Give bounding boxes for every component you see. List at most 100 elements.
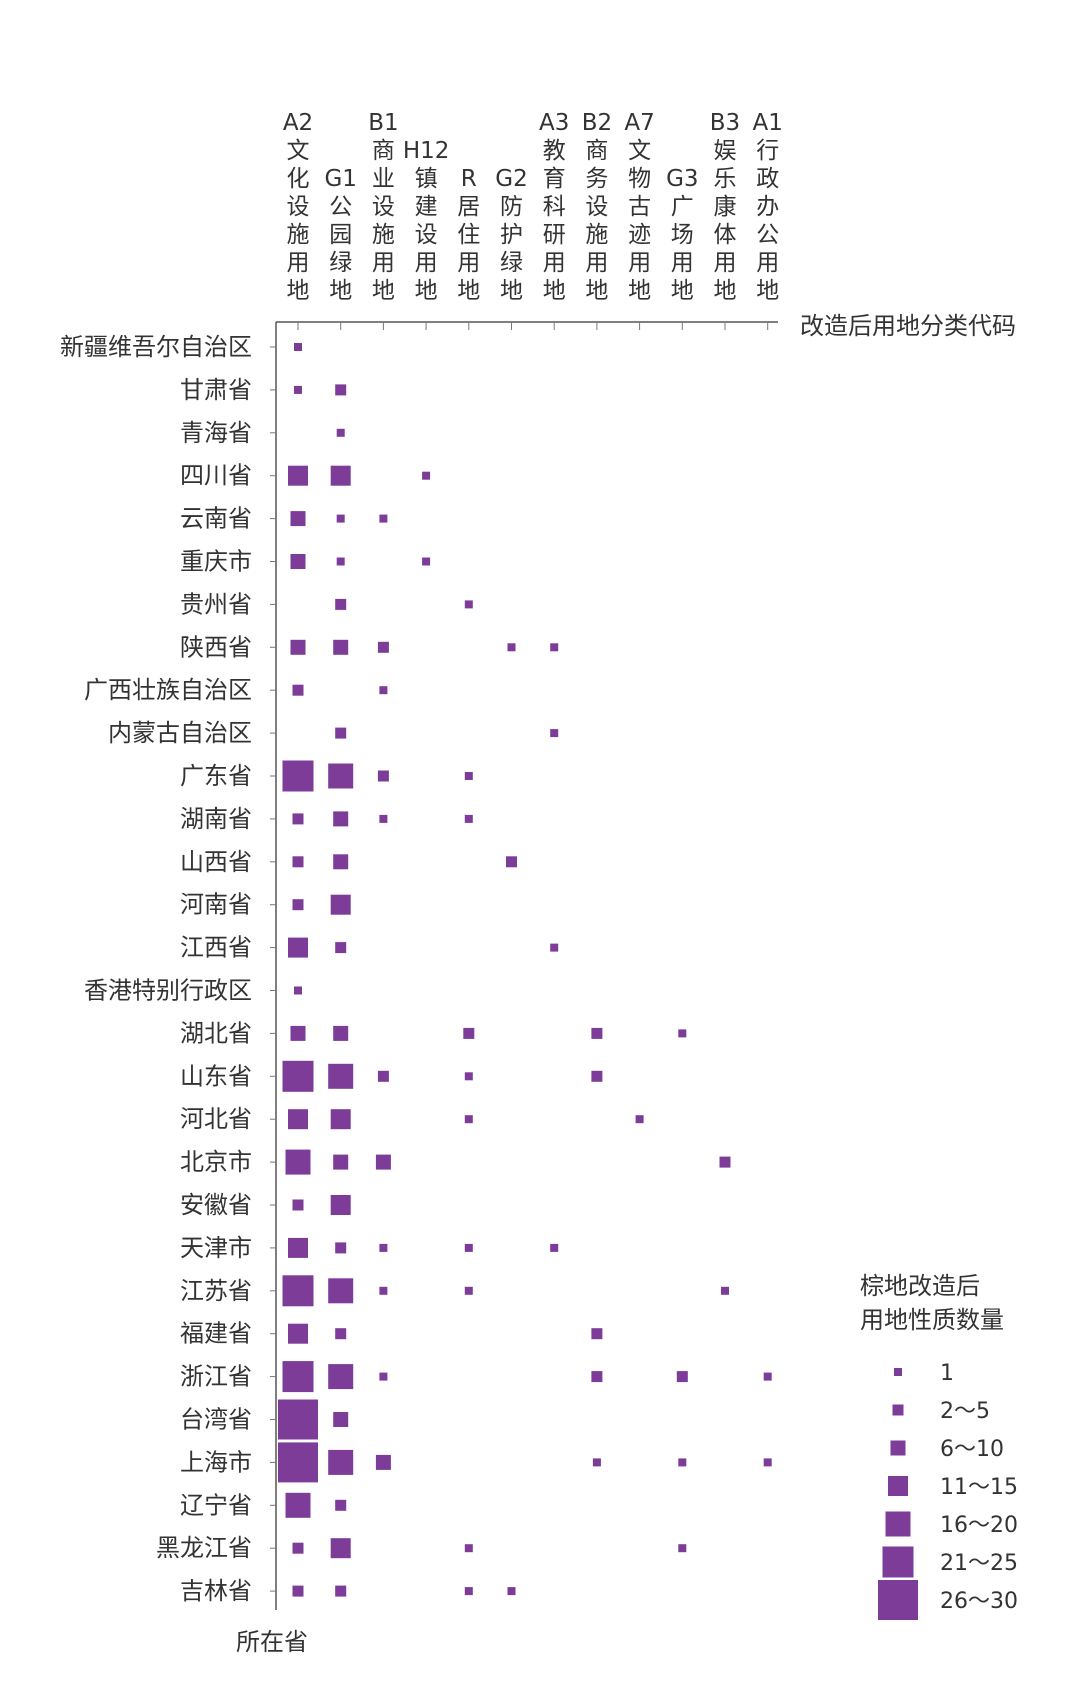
data-marker bbox=[377, 770, 389, 782]
data-marker bbox=[282, 1060, 314, 1092]
column-label-line: 地 bbox=[543, 278, 566, 304]
data-marker bbox=[278, 1442, 318, 1483]
data-marker bbox=[330, 465, 351, 486]
column-label-line: 商 bbox=[585, 138, 608, 164]
data-marker bbox=[721, 1286, 729, 1295]
data-marker bbox=[292, 1542, 304, 1554]
row-label: 河北省 bbox=[180, 1105, 252, 1133]
data-marker bbox=[333, 1412, 349, 1427]
column-label-line: 施 bbox=[585, 222, 608, 248]
data-marker bbox=[379, 1243, 388, 1252]
data-marker bbox=[635, 1115, 644, 1124]
data-marker bbox=[464, 1072, 473, 1081]
data-marker bbox=[763, 1458, 772, 1467]
row-label: 香港特别行政区 bbox=[84, 977, 252, 1005]
data-marker bbox=[292, 813, 304, 825]
data-marker bbox=[379, 1286, 388, 1295]
data-marker bbox=[676, 1371, 688, 1383]
legend-marker bbox=[888, 1476, 908, 1496]
y-axis-title: 所在省 bbox=[236, 1628, 308, 1656]
data-marker bbox=[282, 1361, 314, 1393]
data-marker bbox=[292, 856, 304, 868]
data-marker bbox=[507, 643, 516, 652]
column-label-line: 体 bbox=[714, 222, 737, 248]
row-label: 天津市 bbox=[180, 1234, 252, 1262]
column-label-line: 用 bbox=[543, 250, 566, 276]
data-marker bbox=[464, 1243, 473, 1252]
data-marker bbox=[328, 1449, 354, 1475]
column-label-line: 业 bbox=[372, 166, 395, 192]
legend-label: 11～15 bbox=[940, 1475, 1018, 1500]
row-label: 山西省 bbox=[180, 848, 252, 876]
data-marker bbox=[375, 1154, 391, 1170]
row-ticks bbox=[270, 346, 276, 1592]
data-marker bbox=[290, 1025, 306, 1041]
column-label-line: 地 bbox=[671, 278, 694, 304]
data-marker bbox=[282, 760, 314, 792]
data-marker bbox=[763, 1372, 772, 1381]
column-label-line: 设 bbox=[415, 222, 438, 248]
row-label: 广西壮族自治区 bbox=[84, 676, 252, 704]
data-marker bbox=[506, 856, 517, 868]
column-label-line: B2 bbox=[582, 110, 612, 136]
data-marker bbox=[328, 763, 354, 789]
row-label: 河南省 bbox=[180, 891, 252, 919]
data-marker bbox=[379, 1372, 388, 1381]
column-label-line: 务 bbox=[585, 166, 608, 192]
column-label-line: G2 bbox=[495, 166, 527, 192]
data-marker bbox=[464, 600, 473, 609]
column-label-line: 护 bbox=[500, 222, 523, 248]
data-marker bbox=[333, 854, 349, 870]
data-marker bbox=[288, 937, 308, 958]
column-label-line: B3 bbox=[710, 110, 740, 136]
column-label-line: 施 bbox=[287, 222, 310, 248]
column-label-line: H12 bbox=[403, 138, 450, 164]
row-label: 安徽省 bbox=[180, 1191, 252, 1219]
data-marker bbox=[422, 471, 431, 480]
row-label: 青海省 bbox=[180, 419, 252, 447]
legend-marker bbox=[878, 1580, 918, 1620]
column-label-line: 场 bbox=[671, 222, 694, 248]
column-label-line: 设 bbox=[585, 194, 608, 220]
data-marker bbox=[335, 1585, 347, 1597]
data-marker bbox=[330, 1195, 351, 1215]
data-marker bbox=[464, 1115, 473, 1124]
column-label-line: 用 bbox=[756, 250, 779, 276]
legend-title-line-1: 棕地改造后 bbox=[860, 1272, 980, 1300]
row-label: 浙江省 bbox=[180, 1363, 252, 1391]
column-label-line: 育 bbox=[543, 166, 566, 192]
row-label: 湖北省 bbox=[180, 1019, 252, 1047]
data-marker bbox=[328, 1364, 354, 1390]
data-marker bbox=[463, 1027, 475, 1039]
data-marker bbox=[678, 1544, 687, 1553]
column-ticks bbox=[297, 322, 769, 330]
column-label-line: 地 bbox=[714, 278, 737, 304]
row-label: 江西省 bbox=[180, 934, 252, 962]
data-marker bbox=[292, 899, 304, 911]
data-marker bbox=[507, 1587, 516, 1596]
column-label-line: 政 bbox=[756, 166, 779, 192]
data-marker bbox=[592, 1458, 601, 1467]
column-label-line: A7 bbox=[624, 110, 654, 136]
data-marker bbox=[333, 639, 349, 655]
legend-label: 1 bbox=[940, 1361, 954, 1386]
row-label: 甘肃省 bbox=[180, 376, 252, 404]
column-label-line: R bbox=[461, 166, 477, 192]
data-marker bbox=[550, 729, 559, 738]
row-label: 重庆市 bbox=[180, 548, 252, 576]
data-marker bbox=[292, 1199, 304, 1211]
row-label: 辽宁省 bbox=[180, 1491, 252, 1519]
column-label-line: 建 bbox=[415, 194, 438, 220]
row-label: 台湾省 bbox=[180, 1406, 252, 1434]
data-marker bbox=[330, 1538, 351, 1559]
column-label-line: 绿 bbox=[500, 250, 523, 276]
row-labels: 新疆维吾尔自治区甘肃省青海省四川省云南省重庆市贵州省陕西省广西壮族自治区内蒙古自… bbox=[60, 333, 252, 1605]
row-label: 新疆维吾尔自治区 bbox=[60, 333, 252, 361]
legend-marker bbox=[892, 1404, 904, 1416]
data-marker bbox=[335, 1499, 347, 1511]
data-marker bbox=[550, 1243, 559, 1252]
row-label: 四川省 bbox=[180, 462, 252, 490]
data-marker bbox=[328, 1063, 354, 1089]
legend-label: 6～10 bbox=[940, 1437, 1004, 1462]
